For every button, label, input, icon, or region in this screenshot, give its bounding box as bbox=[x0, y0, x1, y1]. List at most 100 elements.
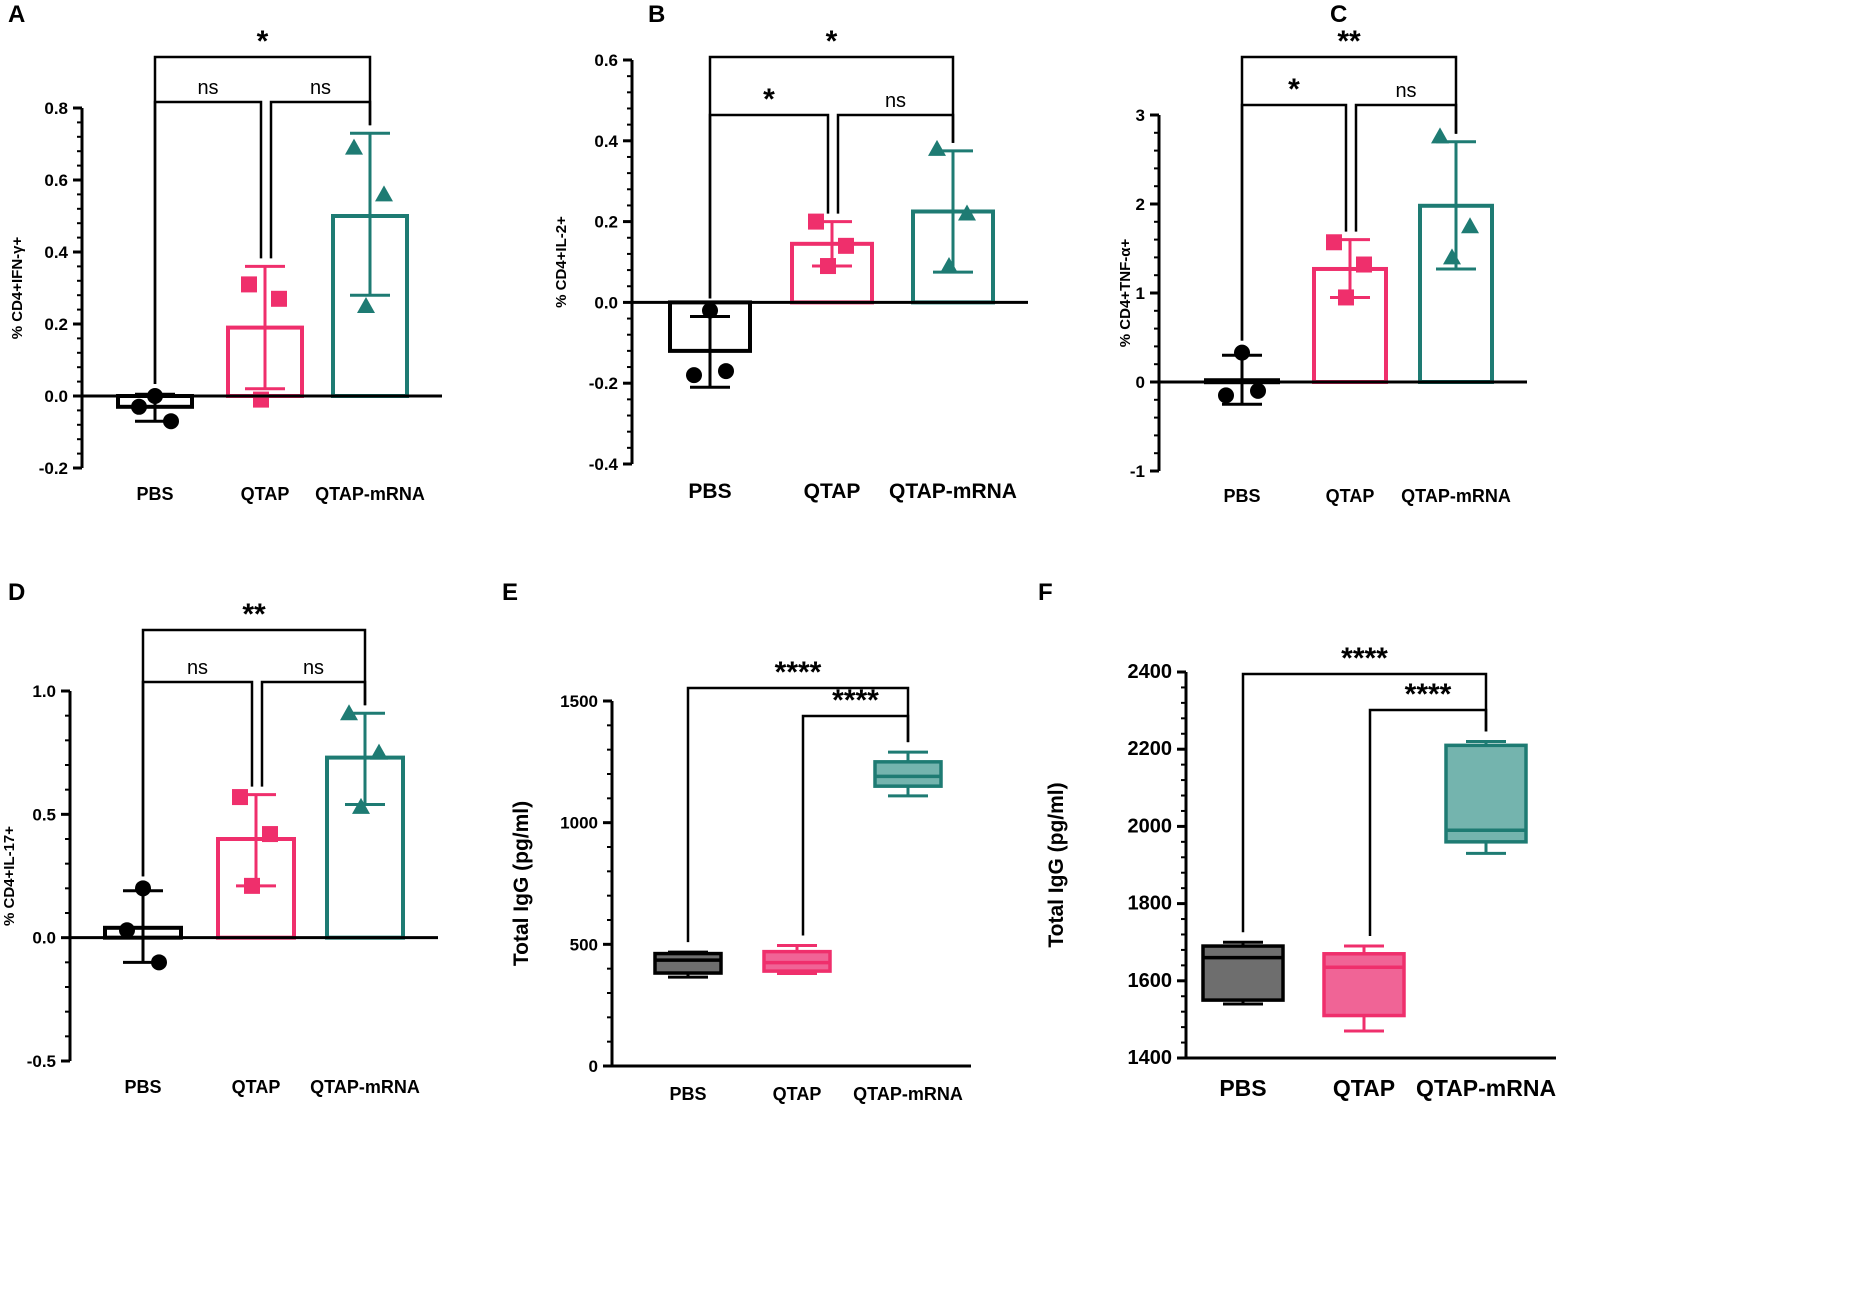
data-point bbox=[1356, 256, 1372, 273]
x-category-label: QTAP-mRNA bbox=[1416, 1075, 1556, 1101]
data-point bbox=[702, 302, 718, 319]
x-category-label: PBS bbox=[136, 484, 173, 504]
significance-bracket bbox=[1240, 103, 1348, 341]
y-tick-label: 0.0 bbox=[32, 929, 56, 948]
y-axis-label: Total IgG (pg/ml) bbox=[510, 801, 533, 966]
data-point bbox=[1234, 344, 1250, 361]
significance-bracket bbox=[260, 680, 367, 787]
y-tick-label: 0.2 bbox=[594, 213, 618, 232]
y-tick-label: 3 bbox=[1136, 106, 1145, 125]
significance-label: **** bbox=[775, 656, 822, 689]
significance-bracket bbox=[269, 100, 372, 259]
y-tick-label: -0.4 bbox=[589, 455, 619, 474]
y-axis-label: % CD4+TNF-α+ bbox=[1117, 239, 1134, 348]
y-tick-label: 0.0 bbox=[44, 387, 68, 406]
y-tick-label: 0.6 bbox=[594, 51, 618, 70]
x-category-label: PBS bbox=[688, 480, 731, 503]
data-point bbox=[135, 880, 151, 897]
x-category-label: PBS bbox=[1219, 1075, 1266, 1101]
significance-bracket bbox=[141, 680, 254, 877]
y-tick-label: 0.8 bbox=[44, 99, 68, 118]
significance-label: ** bbox=[242, 598, 266, 631]
y-tick-label: 1000 bbox=[560, 814, 598, 833]
significance-bracket bbox=[836, 113, 955, 214]
data-point bbox=[928, 139, 946, 156]
x-category-label: QTAP-mRNA bbox=[853, 1084, 963, 1104]
x-category-label: QTAP-mRNA bbox=[1401, 486, 1511, 506]
significance-bracket bbox=[708, 113, 830, 299]
x-category-label: QTAP bbox=[804, 480, 861, 503]
y-tick-label: 500 bbox=[570, 935, 598, 954]
data-point bbox=[119, 922, 135, 939]
x-category-label: QTAP-mRNA bbox=[889, 480, 1017, 503]
data-point bbox=[232, 789, 248, 806]
data-point bbox=[958, 204, 976, 221]
x-category-label: QTAP-mRNA bbox=[315, 484, 425, 504]
y-tick-label: 0.4 bbox=[594, 132, 618, 151]
y-tick-label: 2200 bbox=[1128, 738, 1173, 760]
data-point bbox=[131, 398, 147, 415]
y-tick-label: 1.0 bbox=[32, 682, 56, 701]
data-point bbox=[253, 391, 269, 408]
y-tick-label: 2 bbox=[1136, 195, 1145, 214]
data-point bbox=[340, 704, 358, 721]
panel-B: B -0.4 -0.2 0.0 0.2 0.4 0.6 % CD4+IL-2+ PBS QTAP Q… bbox=[553, 1, 1028, 503]
box-pbs bbox=[1201, 944, 1285, 1002]
y-tick-label: 1600 bbox=[1128, 970, 1173, 992]
y-tick-label: -0.5 bbox=[27, 1052, 56, 1071]
significance-label: * bbox=[763, 83, 775, 116]
x-category-label: QTAP bbox=[1333, 1075, 1395, 1101]
data-point bbox=[151, 954, 167, 971]
x-category-label: QTAP bbox=[241, 484, 290, 504]
significance-label: **** bbox=[832, 684, 879, 717]
data-point bbox=[262, 826, 278, 843]
significance-bracket bbox=[686, 686, 910, 943]
y-tick-label: 1 bbox=[1136, 284, 1145, 303]
x-category-label: PBS bbox=[669, 1084, 706, 1104]
significance-label: ns bbox=[187, 657, 208, 679]
data-point bbox=[718, 363, 734, 380]
panel-letter: A bbox=[8, 1, 25, 28]
x-category-label: PBS bbox=[124, 1077, 161, 1097]
box-qtap bbox=[1322, 952, 1406, 1018]
y-tick-label: 1800 bbox=[1128, 893, 1173, 915]
x-category-label: QTAP-mRNA bbox=[310, 1077, 420, 1097]
box-qtap-mrna bbox=[873, 760, 943, 788]
data-point bbox=[1218, 387, 1234, 404]
significance-label: **** bbox=[1341, 642, 1388, 675]
x-category-label: QTAP bbox=[232, 1077, 281, 1097]
y-tick-label: -1 bbox=[1130, 462, 1145, 481]
significance-bracket bbox=[153, 55, 372, 384]
y-tick-label: 1500 bbox=[560, 692, 598, 711]
x-category-label: QTAP bbox=[1326, 486, 1375, 506]
significance-label: * bbox=[1288, 73, 1300, 106]
significance-label: ns bbox=[303, 657, 324, 679]
x-category-label: PBS bbox=[1223, 486, 1260, 506]
y-tick-label: 2000 bbox=[1128, 815, 1173, 837]
significance-label: ns bbox=[310, 77, 331, 99]
significance-label: ns bbox=[1395, 80, 1416, 102]
significance-label: * bbox=[257, 25, 269, 58]
y-axis-label: % CD4+IL-2+ bbox=[553, 216, 570, 308]
panel-F: F 1400 1600 1800 2000 2200 2400 Total IgG (pg/m… bbox=[1038, 579, 1556, 1101]
significance-label: **** bbox=[1405, 678, 1452, 711]
y-tick-label: 0 bbox=[1136, 373, 1145, 392]
data-point bbox=[940, 257, 958, 274]
y-tick-label: -0.2 bbox=[39, 459, 68, 478]
panel-letter: D bbox=[8, 579, 25, 606]
significance-label: ** bbox=[1337, 25, 1361, 58]
data-point bbox=[1431, 127, 1449, 144]
y-axis-label: Total IgG (pg/ml) bbox=[1045, 782, 1068, 947]
significance-bracket bbox=[801, 714, 910, 936]
panel-A: A -0.2 0.0 0.2 0.4 0.6 0.8 % CD4+IFN-γ+ PBS QTAP Q… bbox=[8, 1, 442, 504]
y-tick-label: 0.2 bbox=[44, 315, 68, 334]
panel-D: D -0.5 0.0 0.5 1.0 % CD4+IL-17+ PBS QTAP QTAP-mR… bbox=[1, 579, 438, 1097]
data-point bbox=[345, 138, 363, 155]
panel-E: E 0 500 1000 1500 Total IgG (pg/ml) PBS QTAP QTA… bbox=[502, 579, 971, 1104]
significance-bracket bbox=[153, 100, 263, 384]
box-pbs bbox=[653, 951, 723, 975]
panel-letter: E bbox=[502, 579, 518, 606]
y-tick-label: 0.0 bbox=[594, 293, 618, 312]
